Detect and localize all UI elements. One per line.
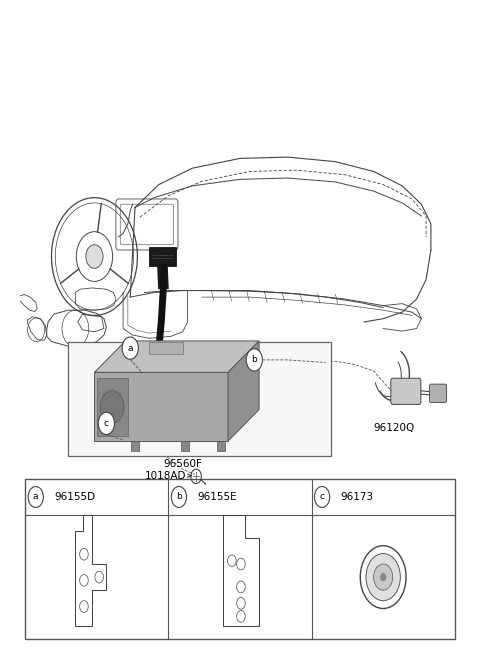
Text: a: a	[128, 344, 133, 353]
Circle shape	[98, 412, 115, 434]
Circle shape	[373, 564, 393, 590]
FancyBboxPatch shape	[430, 384, 446, 403]
FancyBboxPatch shape	[25, 479, 455, 639]
Polygon shape	[95, 341, 259, 373]
Polygon shape	[228, 341, 259, 441]
Text: c: c	[104, 419, 109, 428]
FancyBboxPatch shape	[391, 378, 421, 405]
Text: 96173: 96173	[340, 492, 373, 502]
Polygon shape	[181, 441, 189, 451]
Circle shape	[314, 486, 330, 507]
Circle shape	[380, 573, 386, 581]
Circle shape	[122, 337, 138, 359]
Polygon shape	[131, 441, 139, 451]
FancyBboxPatch shape	[149, 342, 183, 354]
FancyBboxPatch shape	[68, 342, 331, 456]
Text: c: c	[320, 493, 324, 501]
Polygon shape	[149, 247, 176, 266]
Circle shape	[100, 391, 124, 423]
Circle shape	[171, 486, 187, 507]
Polygon shape	[95, 373, 228, 441]
Polygon shape	[217, 441, 225, 451]
Polygon shape	[97, 378, 128, 436]
Text: 96155D: 96155D	[54, 492, 95, 502]
Text: 1018AD: 1018AD	[144, 470, 186, 481]
Circle shape	[246, 349, 263, 371]
Circle shape	[28, 486, 43, 507]
Circle shape	[86, 245, 103, 268]
Text: 96560F: 96560F	[163, 459, 202, 469]
Text: a: a	[33, 493, 38, 501]
Text: 96120Q: 96120Q	[373, 423, 415, 434]
Text: 96155E: 96155E	[197, 492, 237, 502]
Circle shape	[366, 554, 400, 600]
Text: b: b	[176, 493, 182, 501]
Text: b: b	[252, 355, 257, 365]
